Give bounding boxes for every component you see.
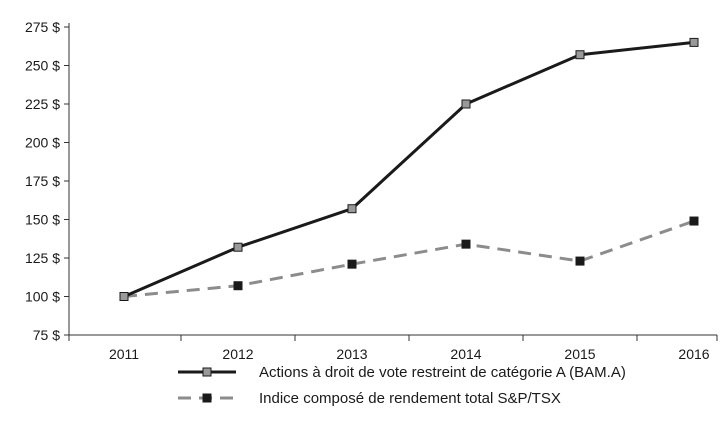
data-point [689,216,699,226]
data-point [689,37,699,47]
x-tick-label: 2012 [222,346,253,362]
data-point [119,292,129,301]
y-tick-label: 125 $ [25,250,60,266]
data-point [347,204,357,214]
series-line [123,40,695,298]
y-tick-label: 225 $ [25,96,60,112]
legend-label: Indice composé de rendement total S&P/TS… [259,390,561,407]
y-tick-label: 150 $ [25,212,60,228]
series-layer [119,37,699,301]
legend-item: Indice composé de rendement total S&P/TS… [178,390,561,407]
y-tick-label: 175 $ [25,173,60,189]
legend-item: Actions à droit de vote restreint de cat… [178,364,626,381]
x-tick-label: 2013 [336,346,367,362]
y-tick-label: 200 $ [25,135,60,151]
y-tick-label: 250 $ [25,58,60,74]
data-point [347,259,357,269]
data-point [461,239,471,249]
y-tick-label: 275 $ [25,19,60,35]
series-line [123,219,695,298]
data-point [575,50,585,60]
data-point [233,242,243,252]
x-axis-ticks: 2011 2012 2013 2014 2015 2016 [68,335,718,362]
y-axis-ticks: 75 $ 100 $ 125 $ 150 $ 175 $ 200 $ 225 $ 250 $ 2… [25,19,69,343]
data-point [461,99,471,109]
chart-axes [68,23,717,336]
x-tick-label: 2016 [678,346,709,362]
legend-marker [202,393,212,403]
series-0 [119,37,699,301]
x-tick-label: 2015 [564,346,595,362]
y-tick-label: 100 $ [25,289,60,305]
data-point [575,256,585,266]
series-1 [119,216,699,301]
legend-label: Actions à droit de vote restreint de cat… [259,364,626,381]
x-tick-label: 2011 [109,346,139,362]
chart-legend: Actions à droit de vote restreint de cat… [178,364,626,407]
y-tick-label: 75 $ [33,327,60,343]
x-tick-label: 2014 [450,346,481,362]
legend-marker [202,367,212,377]
data-point [233,281,243,291]
